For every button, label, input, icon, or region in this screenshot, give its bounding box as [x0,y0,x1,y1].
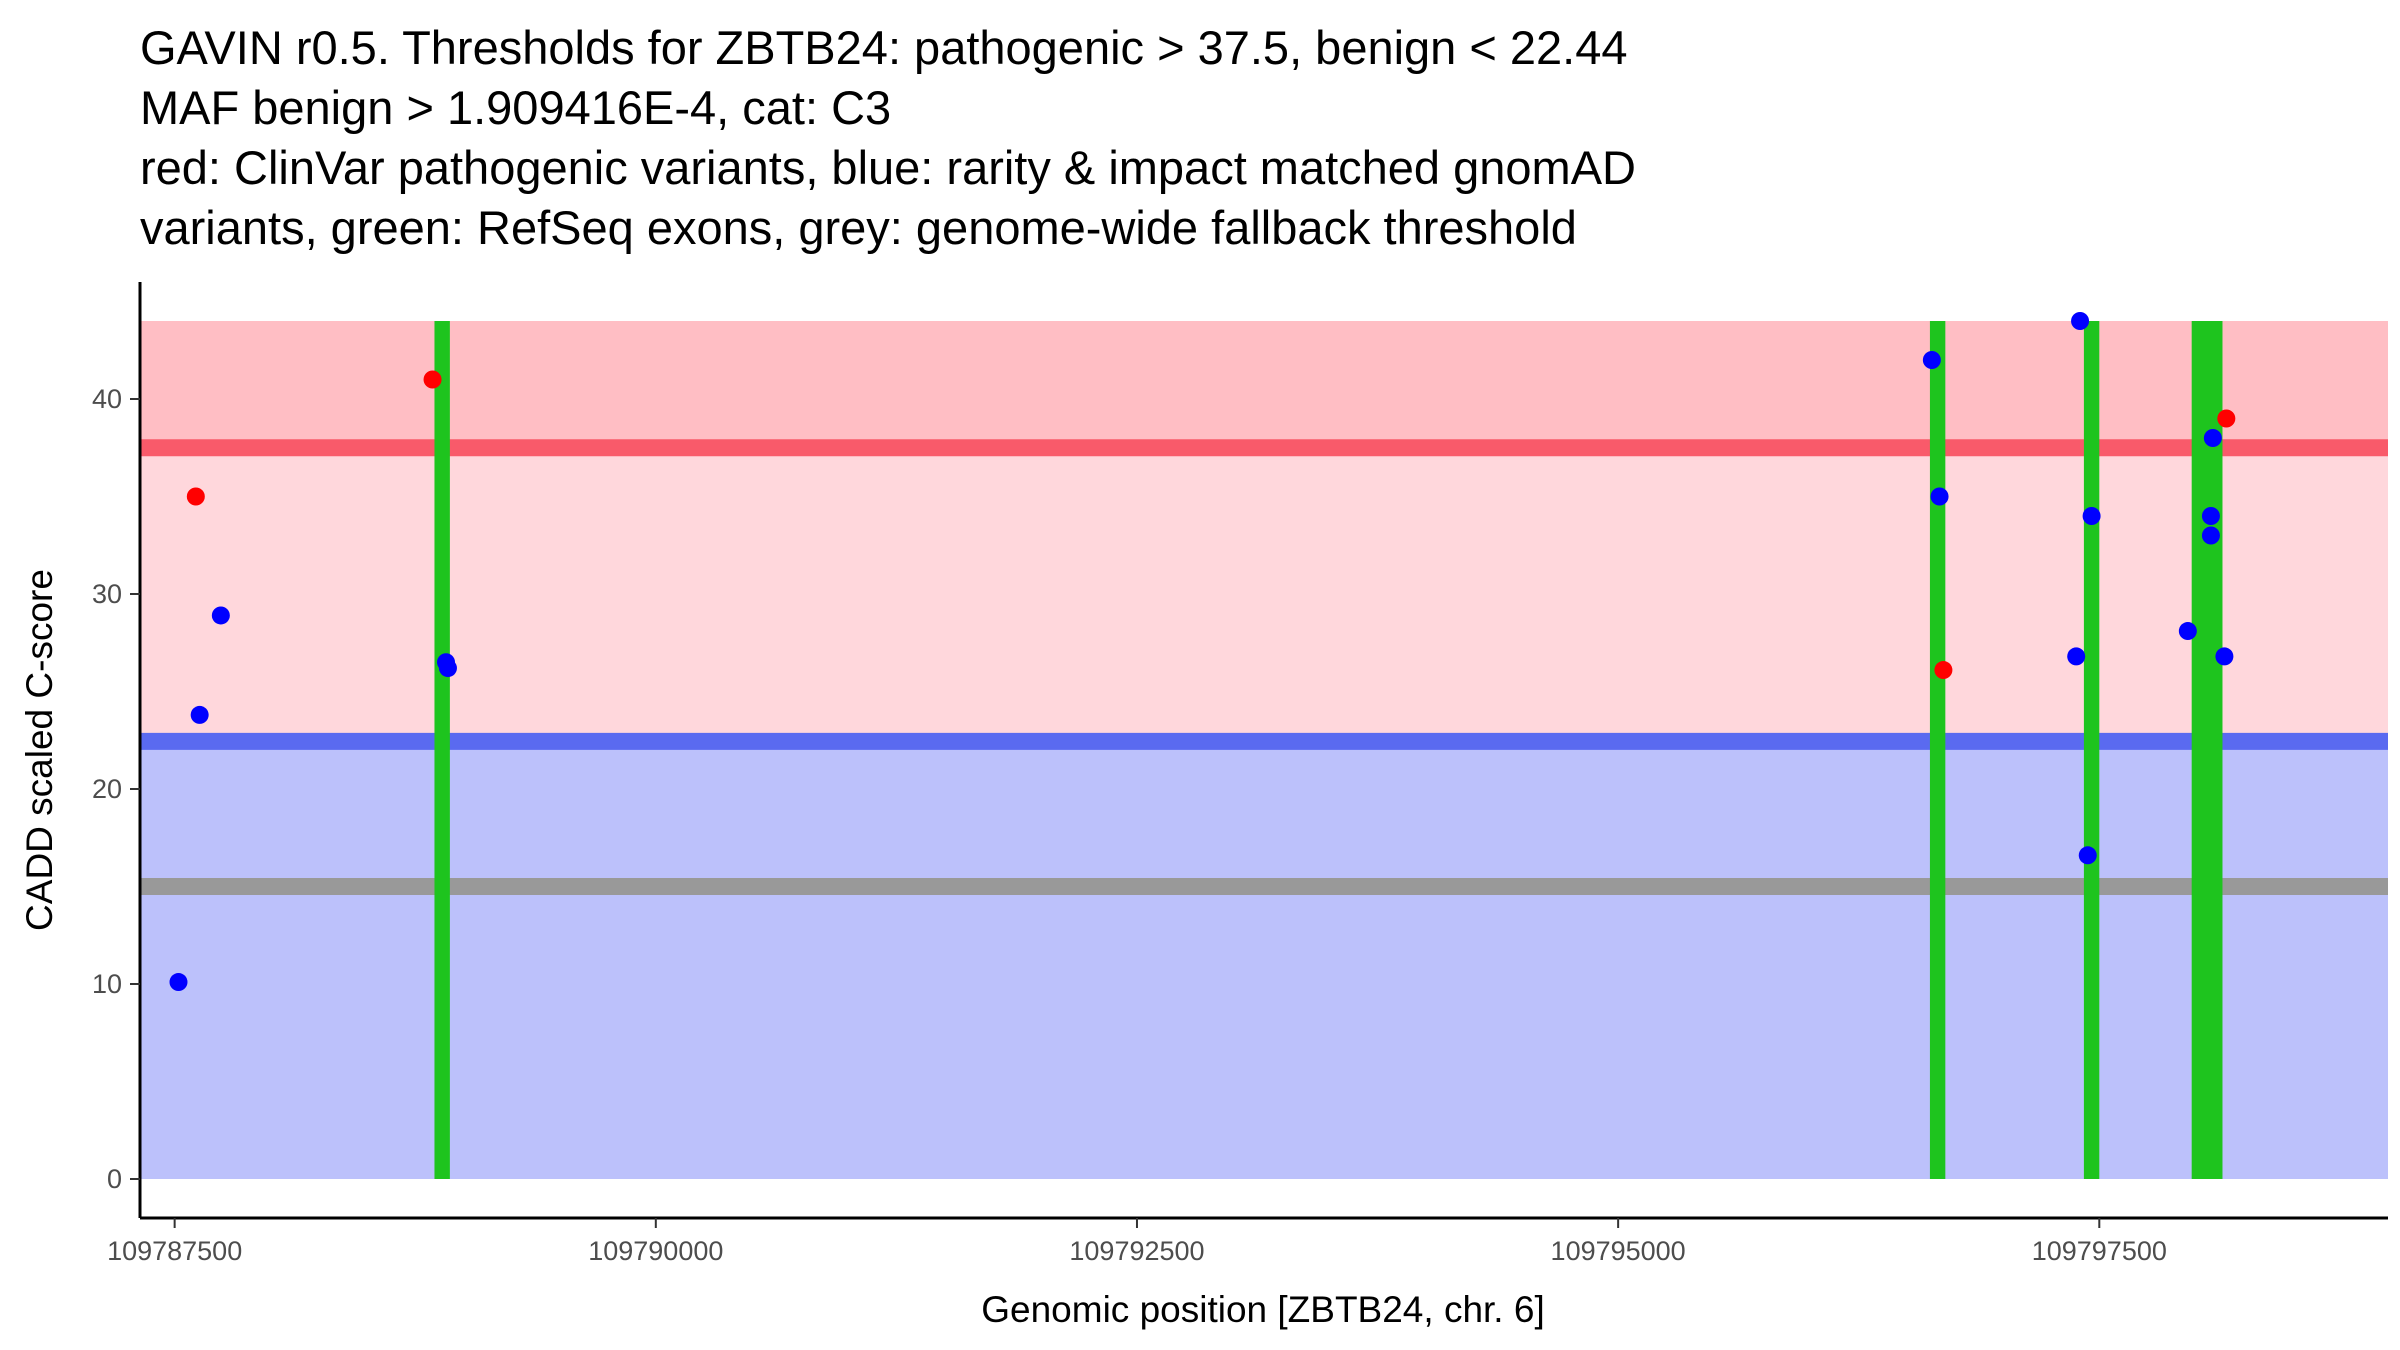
band-2 [140,741,2388,1179]
point-s1-12 [2201,507,2220,525]
point-s1-2 [211,606,230,625]
exon-bar-2 [2083,321,2100,1179]
exon-bar-3 [2191,321,2223,1179]
chart-title-line-2: MAF benign > 1.909416E-4, cat: C3 [140,81,892,134]
point-s0-3 [2217,409,2236,428]
point-s1-0 [169,973,188,992]
chart-title-line-1: GAVIN r0.5. Thresholds for ZBTB24: patho… [140,21,1628,74]
point-s0-1 [423,370,442,389]
point-s1-9 [2078,846,2097,865]
x-tick-label-0: 109787500 [107,1236,242,1266]
point-s1-14 [2203,429,2222,447]
x-tick-label-2: 109792500 [1069,1236,1204,1266]
point-s0-2 [1934,661,1953,680]
exon-bars [434,321,2223,1179]
chart-title-line-4: variants, green: RefSeq exons, grey: gen… [140,201,1577,254]
point-s1-8 [2071,312,2090,330]
threshold-lines [140,439,2388,895]
point-s1-4 [438,659,457,678]
axes: 109787500 109790000 109792500 109795000 1097… [92,282,2388,1266]
point-s1-10 [2082,507,2101,525]
exon-bar-0 [434,321,450,1179]
chart-title: GAVIN r0.5. Thresholds for ZBTB24: patho… [140,18,2380,258]
y-tick-label-3: 30 [92,579,122,609]
point-s1-13 [2201,526,2220,545]
y-tick-label-4: 40 [92,384,122,414]
chart-title-line-3: red: ClinVar pathogenic variants, blue: … [140,141,1636,194]
point-s1-5 [1922,351,1941,369]
y-tick-label-0: 0 [107,1164,122,1194]
exon-bar-1 [1929,321,1946,1179]
band-1 [140,447,2388,742]
point-s0-0 [186,487,205,506]
y-tick-label-2: 20 [92,774,122,804]
point-s1-11 [2178,622,2197,641]
point-s1-15 [2215,647,2234,666]
point-s1-1 [190,705,209,724]
threshold-bands [140,321,2388,1179]
y-tick-label-1: 10 [92,969,122,999]
band-0 [140,321,2388,448]
x-tick-label-1: 109790000 [588,1236,723,1266]
x-tick-label-4: 109797500 [2032,1236,2167,1266]
y-axis-title: CADD scaled C-score [19,569,60,931]
x-tick-label-3: 109795000 [1551,1236,1686,1266]
point-s1-7 [2067,647,2086,666]
x-axis-title: Genomic position [ZBTB24, chr. 6] [981,1289,1544,1330]
variant-points [169,312,2236,992]
point-s1-6 [1930,487,1949,506]
